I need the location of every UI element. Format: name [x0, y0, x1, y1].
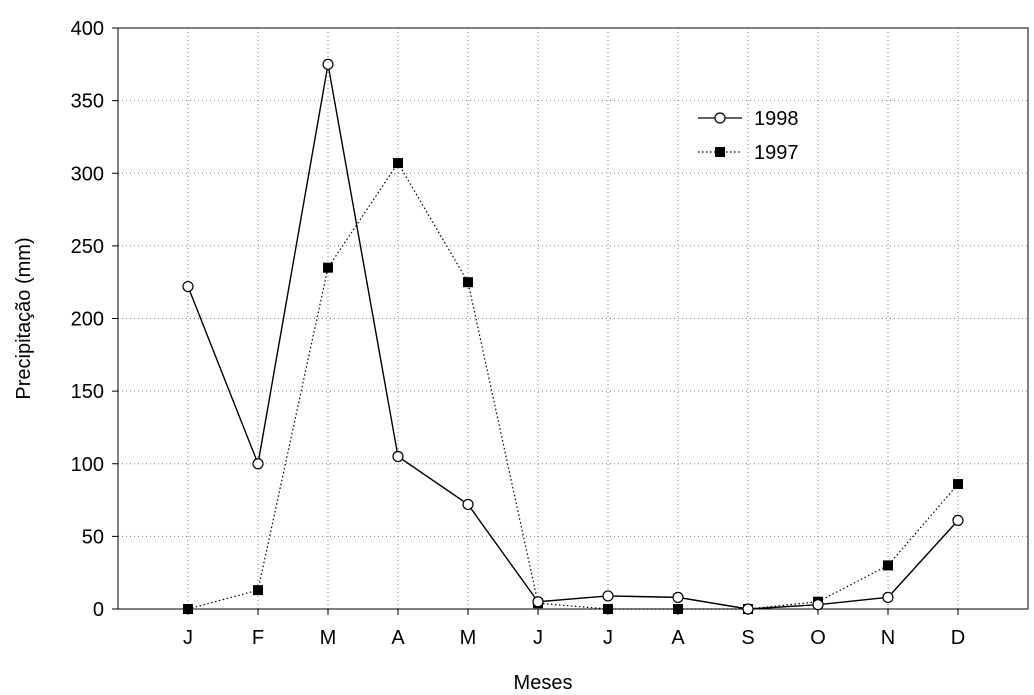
legend-marker: [714, 112, 726, 124]
data-point: [323, 262, 333, 273]
data-point: [742, 603, 754, 615]
data-point: [953, 479, 963, 490]
x-tick-label: S: [741, 627, 754, 649]
data-point: [672, 591, 684, 603]
x-tick-label: O: [810, 627, 826, 649]
data-point: [322, 58, 334, 70]
data-point: [462, 498, 474, 511]
y-tick-label: 200: [71, 309, 104, 331]
x-tick-label: J: [533, 627, 543, 649]
legend-label: 1997: [754, 142, 799, 164]
y-tick-label: 150: [71, 381, 104, 403]
data-point: [182, 280, 194, 293]
y-axis-title: Precipitação (mm): [13, 237, 35, 399]
data-point: [882, 591, 894, 603]
legend-item-1998: 1998: [698, 108, 799, 130]
x-tick-label: A: [671, 627, 685, 649]
y-tick-label: 300: [71, 163, 104, 185]
data-point: [463, 277, 473, 288]
legend-item-1997: 1997: [698, 142, 799, 164]
data-point: [183, 604, 193, 614]
data-point: [883, 560, 893, 571]
data-point: [602, 590, 614, 602]
series-1998: [182, 58, 964, 615]
data-point: [393, 158, 403, 169]
y-tick-label: 100: [71, 454, 104, 476]
x-tick-label: D: [951, 627, 965, 649]
data-point: [392, 450, 404, 463]
data-point: [532, 596, 544, 608]
data-point: [253, 585, 263, 596]
y-tick-label: 400: [71, 18, 104, 40]
x-tick-label: J: [603, 627, 613, 649]
legend-label: 1998: [754, 108, 799, 130]
x-tick-label: A: [391, 627, 405, 649]
x-tick-label: N: [881, 627, 895, 649]
y-tick-label: 250: [71, 236, 104, 258]
data-point: [673, 604, 683, 614]
x-tick-label: M: [320, 627, 337, 649]
y-tick-label: 50: [82, 526, 104, 548]
series-line-1998: [187, 64, 959, 610]
legend-marker: [715, 147, 725, 157]
series: [182, 58, 964, 615]
data-point: [952, 514, 964, 526]
x-tick-label: J: [183, 627, 193, 649]
x-tick-label: M: [460, 627, 477, 649]
data-point: [603, 604, 613, 614]
series-line-1997: [187, 161, 959, 610]
axes: 0 50 100 150 200 250 300 350 400 J F M A M J J A S O N D: [71, 18, 966, 649]
grid-lines: [118, 28, 1028, 609]
x-tick-label: F: [252, 627, 264, 649]
data-point: [812, 599, 824, 611]
legend: 1998 1997: [698, 108, 799, 164]
y-tick-label: 0: [93, 599, 104, 621]
data-point: [252, 458, 264, 470]
y-tick-label: 350: [71, 91, 104, 113]
x-axis-title: Meses: [514, 672, 573, 694]
